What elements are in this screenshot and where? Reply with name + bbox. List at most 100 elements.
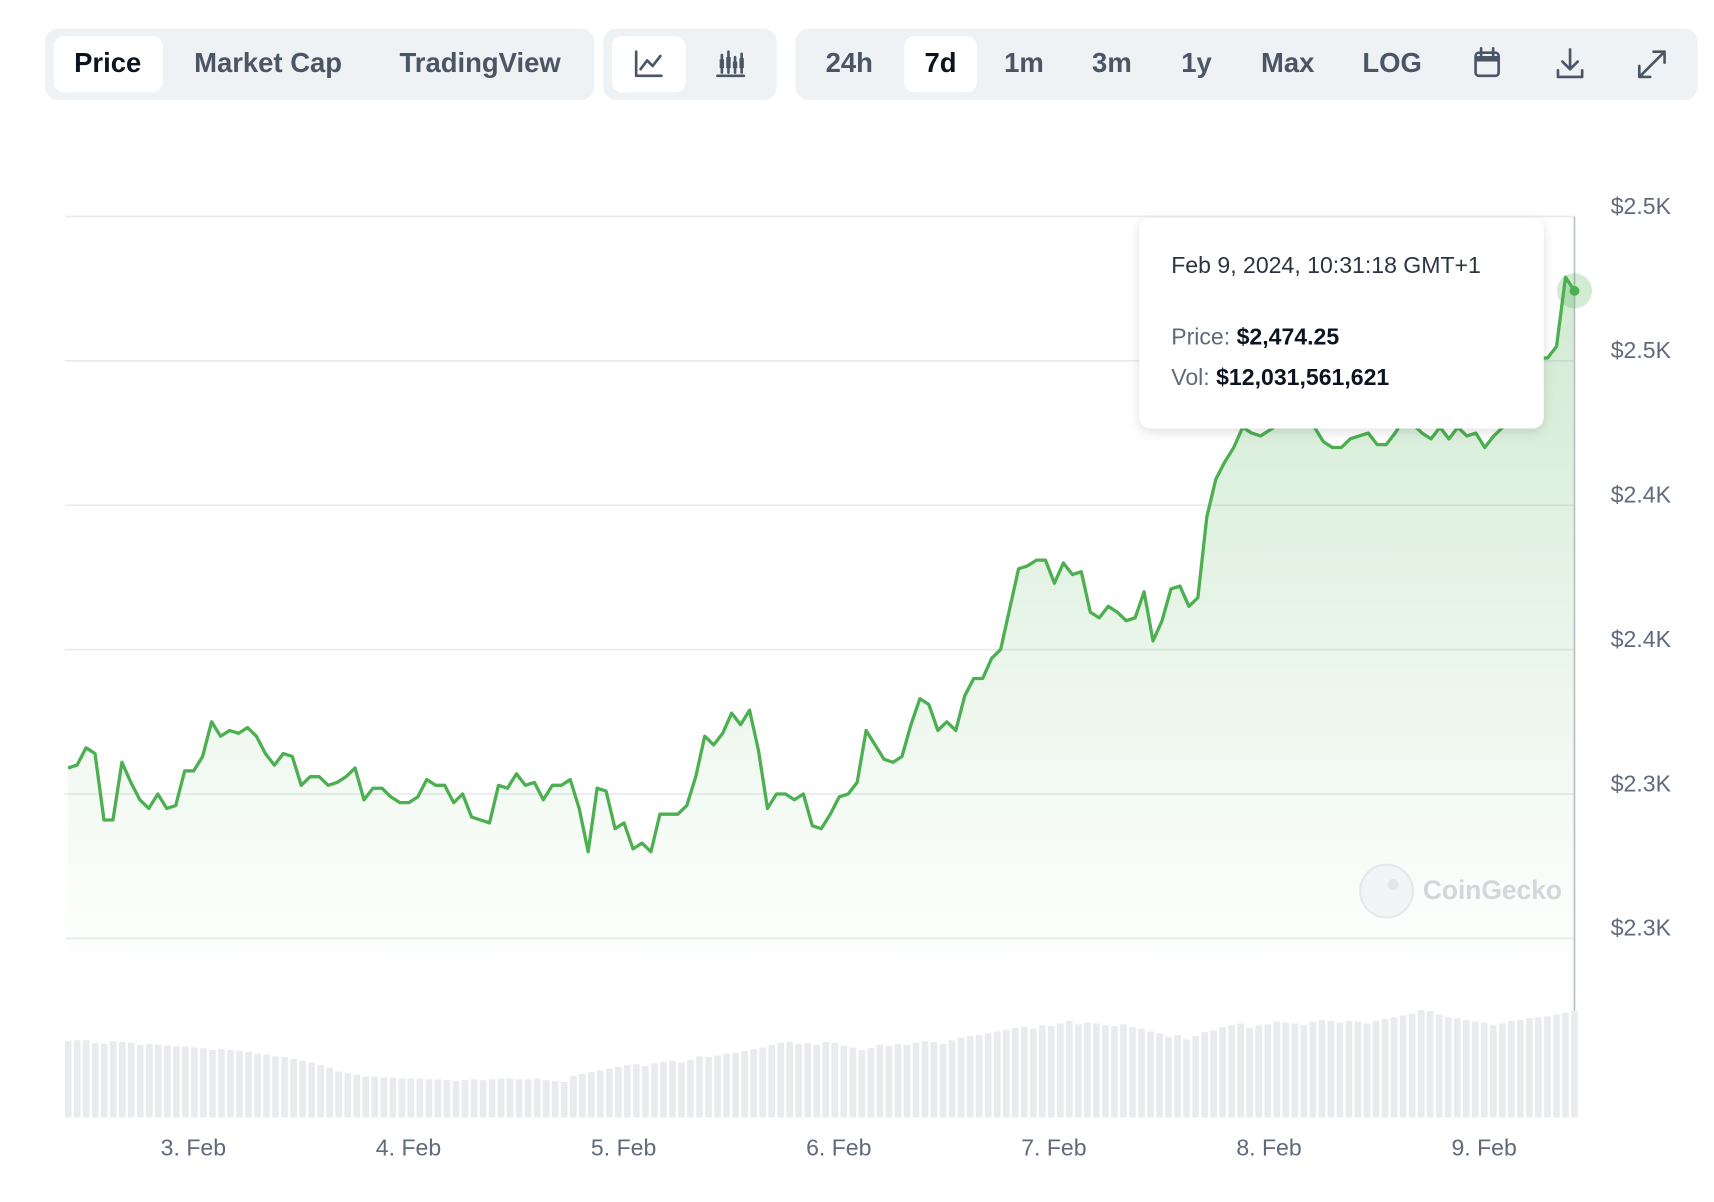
volume-bar (245, 1051, 252, 1118)
volume-bar (1571, 1010, 1578, 1118)
range-button[interactable]: 7d (924, 47, 956, 78)
tab-button[interactable]: Price (74, 47, 141, 78)
tooltip-price-label: Price: (1171, 324, 1230, 350)
volume-bar (136, 1044, 144, 1118)
volume-bar (1499, 1023, 1506, 1118)
volume-bar (633, 1064, 640, 1118)
y-tick-label: $2.5K (1611, 193, 1672, 219)
volume-bar (1192, 1035, 1199, 1118)
volume-bar (741, 1050, 748, 1118)
candlestick-icon[interactable] (716, 50, 746, 78)
volume-bar (642, 1066, 649, 1118)
volume-bar (1002, 1029, 1010, 1118)
volume-bar (1237, 1023, 1245, 1118)
calendar-icon[interactable] (1474, 47, 1500, 78)
range-button[interactable]: 3m (1092, 47, 1132, 78)
volume-bar (1066, 1020, 1073, 1118)
volume-bar (1544, 1016, 1551, 1118)
volume-bar (218, 1049, 225, 1118)
volume-bar (362, 1076, 370, 1118)
volume-bar (777, 1042, 784, 1118)
volume-bar (560, 1081, 568, 1118)
tooltip-date: Feb 9, 2024, 10:31:18 GMT+1 (1171, 252, 1481, 278)
volume-bar (551, 1081, 559, 1118)
volume-bar (840, 1045, 848, 1118)
volume-bar (1264, 1024, 1272, 1118)
volume-bar (1120, 1024, 1127, 1118)
volume-bar (587, 1072, 595, 1118)
x-tick-label: 4. Feb (376, 1134, 441, 1160)
volume-bar (578, 1073, 586, 1118)
volume-bar (1282, 1022, 1290, 1118)
volume-bar (993, 1031, 1001, 1118)
volume-bar (1508, 1020, 1515, 1118)
volume-bar (542, 1080, 550, 1118)
volume-bar (488, 1079, 496, 1118)
volume-bar (371, 1076, 379, 1118)
volume-bar (407, 1078, 415, 1118)
tab-button[interactable]: Market Cap (194, 47, 342, 78)
volume-bar (939, 1043, 947, 1118)
volume-bar (1174, 1034, 1181, 1118)
volume-bar (1489, 1025, 1497, 1118)
log-button[interactable]: LOG (1362, 47, 1421, 78)
volume-bar (1255, 1025, 1263, 1118)
volume-bar (1453, 1018, 1461, 1118)
volume-bar (524, 1079, 532, 1118)
volume-bar (1165, 1036, 1172, 1118)
volume-bar (416, 1078, 424, 1118)
volume-bar (750, 1049, 757, 1118)
volume-bar (984, 1033, 992, 1118)
volume-bar (975, 1034, 983, 1118)
volume-bar (768, 1044, 775, 1118)
volume-bar (1372, 1020, 1380, 1118)
range-button[interactable]: 1m (1004, 47, 1044, 78)
volume-bar (1029, 1028, 1037, 1118)
volume-bar (1354, 1021, 1362, 1118)
range-button[interactable]: 1y (1181, 47, 1212, 78)
volume-bar (732, 1052, 739, 1118)
volume-bar (678, 1062, 685, 1118)
volume-bar (155, 1044, 162, 1118)
volume-bar (1291, 1023, 1299, 1118)
volume-bar (1219, 1027, 1226, 1118)
tab-active-bg (53, 36, 163, 93)
fullscreen-icon[interactable] (1637, 50, 1666, 79)
tooltip: Feb 9, 2024, 10:31:18 GMT+1 Price: $2,47… (1139, 217, 1544, 429)
volume-bar (452, 1081, 460, 1118)
download-icon[interactable] (1556, 48, 1584, 79)
volume-bar (299, 1060, 306, 1118)
tab-button[interactable]: TradingView (400, 47, 562, 78)
volume-bar (236, 1050, 243, 1118)
range-button[interactable]: Max (1261, 47, 1315, 78)
chart-type-active-bg (611, 36, 686, 93)
range-active-bg (904, 36, 977, 93)
line-chart-icon[interactable] (634, 50, 663, 78)
volume-bar (795, 1043, 803, 1118)
volume-bar (1381, 1019, 1389, 1118)
volume-bar (1480, 1022, 1488, 1118)
volume-bar (100, 1043, 108, 1118)
volume-bar (1183, 1039, 1190, 1118)
volume-bar (182, 1046, 189, 1118)
volume-bar (326, 1067, 333, 1118)
volume-bar (966, 1035, 974, 1118)
volume-bar (73, 1040, 81, 1118)
x-tick-label: 3. Feb (161, 1134, 226, 1160)
tooltip-price: Price: $2,474.25 (1171, 324, 1339, 350)
volume-bar (786, 1042, 794, 1118)
volume-bar (470, 1079, 478, 1118)
volume-bar (506, 1078, 514, 1118)
hover-point (1569, 285, 1580, 296)
volume-bar (1390, 1017, 1398, 1118)
x-tick-label: 7. Feb (1021, 1134, 1086, 1160)
range-button[interactable]: 24h (826, 47, 873, 78)
volume-bar (1038, 1025, 1046, 1118)
volume-bar (615, 1066, 622, 1118)
volume-bar (1517, 1019, 1524, 1118)
volume-bar (714, 1055, 721, 1118)
volume-bar (1553, 1014, 1560, 1118)
y-tick-label: $2.5K (1611, 337, 1672, 363)
